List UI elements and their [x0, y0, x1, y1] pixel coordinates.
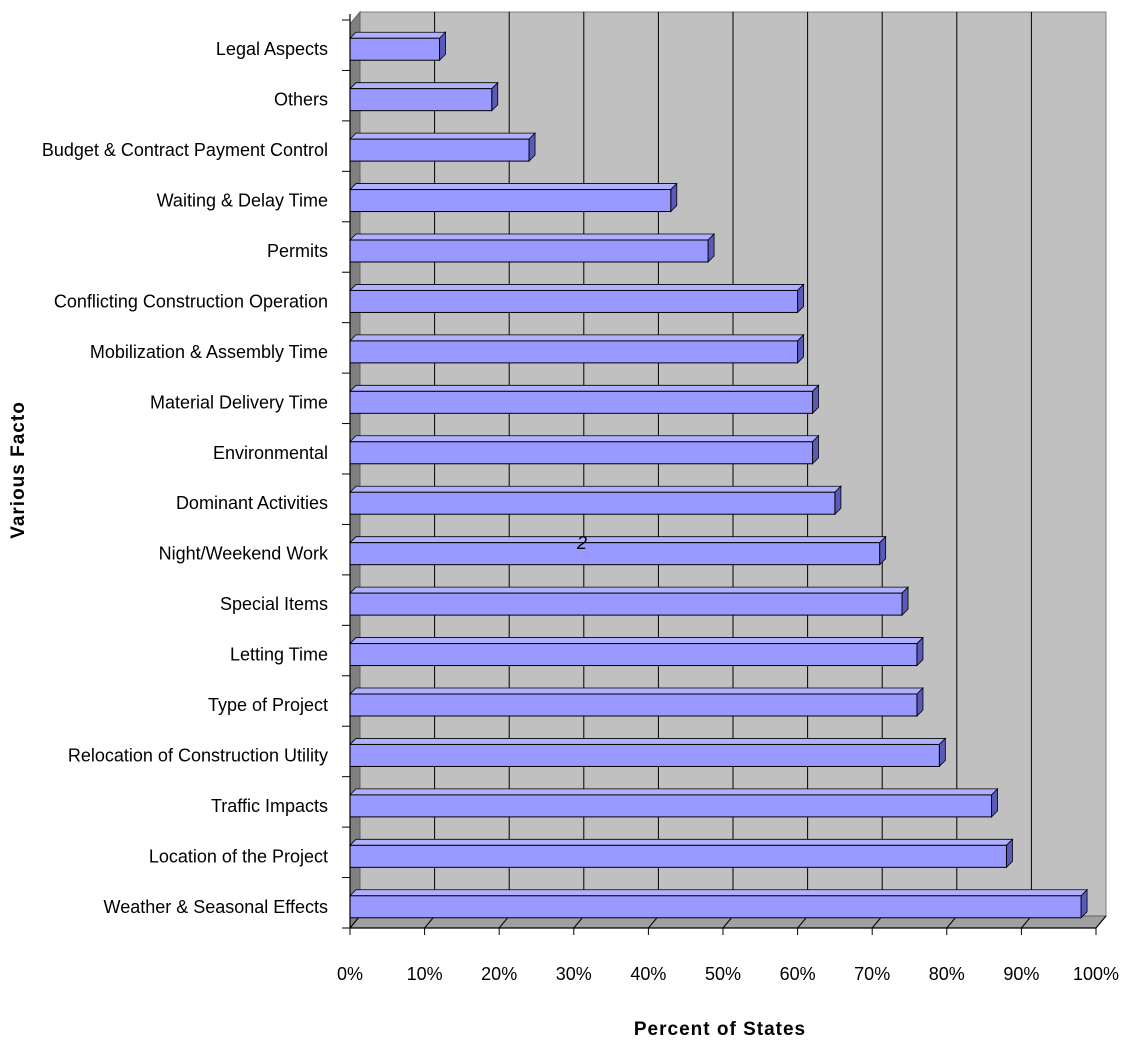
bar-top [349, 31, 447, 39]
bar-top [349, 82, 499, 90]
bar-top [349, 183, 678, 190]
category-label: Letting Time [230, 645, 328, 665]
bar-top [349, 637, 924, 644]
bar-front [349, 491, 836, 515]
category-label: Night/Weekend Work [159, 544, 329, 564]
category-label: Mobilization & Assembly Time [90, 342, 328, 362]
bar [349, 233, 716, 263]
category-label: Waiting & Delay Time [157, 191, 328, 211]
bar [349, 737, 947, 768]
bar [349, 838, 1014, 869]
bar-top [349, 485, 842, 493]
bar-front [349, 743, 940, 767]
category-label: Legal Aspects [216, 39, 328, 59]
category-label: Environmental [213, 443, 328, 463]
axes [342, 14, 1097, 935]
bar-top [349, 788, 999, 796]
bar-front [349, 189, 672, 213]
bar-front [349, 138, 530, 162]
x-tick-label: 80% [929, 964, 965, 984]
bar [349, 687, 924, 717]
bar-top [349, 838, 1014, 846]
category-labels: Legal Aspects Others Budget & Contract Pay… [42, 39, 329, 917]
bar-front [349, 390, 814, 414]
bar [349, 333, 805, 364]
bar-front [349, 239, 709, 263]
tick-labels: 0% 10% 20% 30% 40% 50% 60% 70% 80% 90% 100% [337, 964, 1119, 984]
bar-top [349, 233, 716, 241]
bar-front [349, 88, 493, 112]
category-label: Special Items [220, 594, 328, 614]
category-label: Material Delivery Time [150, 392, 328, 412]
category-label: Weather & Seasonal Effects [104, 897, 328, 917]
x-tick-label: 60% [780, 964, 816, 984]
floor-gridline [1095, 915, 1107, 929]
x-tick-label: 0% [337, 964, 363, 984]
bar [349, 888, 1089, 919]
bar [349, 182, 678, 213]
category-label: Dominant Activities [176, 493, 328, 513]
bar [349, 787, 999, 818]
bar-front [349, 643, 918, 667]
x-tick-label: 30% [556, 964, 592, 984]
y-axis-title: Various Facto [8, 401, 29, 539]
bar-top [349, 586, 910, 594]
bar-top [349, 889, 1089, 897]
bar-top [349, 284, 805, 291]
bar [349, 535, 887, 566]
bar-front [349, 592, 903, 616]
bar-top [349, 132, 537, 140]
annotation-label: 2 [576, 533, 587, 553]
bar [349, 31, 447, 62]
category-label: Conflicting Construction Operation [54, 291, 328, 311]
bar-front [349, 693, 918, 717]
bar-top [349, 435, 820, 443]
bar [349, 636, 924, 667]
bar [349, 384, 820, 415]
bar-front [349, 844, 1007, 868]
bar-front [349, 289, 799, 313]
x-tick-label: 10% [407, 964, 443, 984]
x-tick-label: 100% [1073, 964, 1119, 984]
bar-front [349, 542, 881, 566]
bar [349, 485, 842, 516]
bar-front [349, 441, 814, 465]
bar-top [349, 384, 820, 392]
bar-top [349, 687, 924, 695]
category-label: Relocation of Construction Utility [68, 745, 328, 765]
bar-front [349, 794, 993, 818]
category-label: Budget & Contract Payment Control [42, 140, 328, 160]
x-tick-label: 50% [705, 964, 741, 984]
category-label: Others [274, 90, 328, 110]
x-tick-label: 90% [1003, 964, 1039, 984]
category-label: Type of Project [208, 695, 328, 715]
category-label: Permits [267, 241, 328, 261]
x-tick-label: 20% [481, 964, 517, 984]
x-axis-title: Percent of States [634, 1019, 806, 1040]
bar-top [349, 738, 947, 745]
bar [349, 586, 910, 617]
x-tick-label: 40% [630, 964, 666, 984]
bar-front [349, 37, 441, 61]
bar [349, 132, 537, 163]
bar [349, 81, 499, 112]
bar-front [349, 340, 799, 364]
category-label: Traffic Impacts [211, 796, 328, 816]
bar-top [349, 536, 887, 544]
category-label: Location of the Project [149, 846, 328, 866]
x-tick-label: 70% [854, 964, 890, 984]
bar [349, 434, 820, 465]
bars [349, 31, 1089, 919]
bar-top [349, 334, 805, 342]
bar [349, 283, 805, 314]
bar-front [349, 895, 1082, 919]
